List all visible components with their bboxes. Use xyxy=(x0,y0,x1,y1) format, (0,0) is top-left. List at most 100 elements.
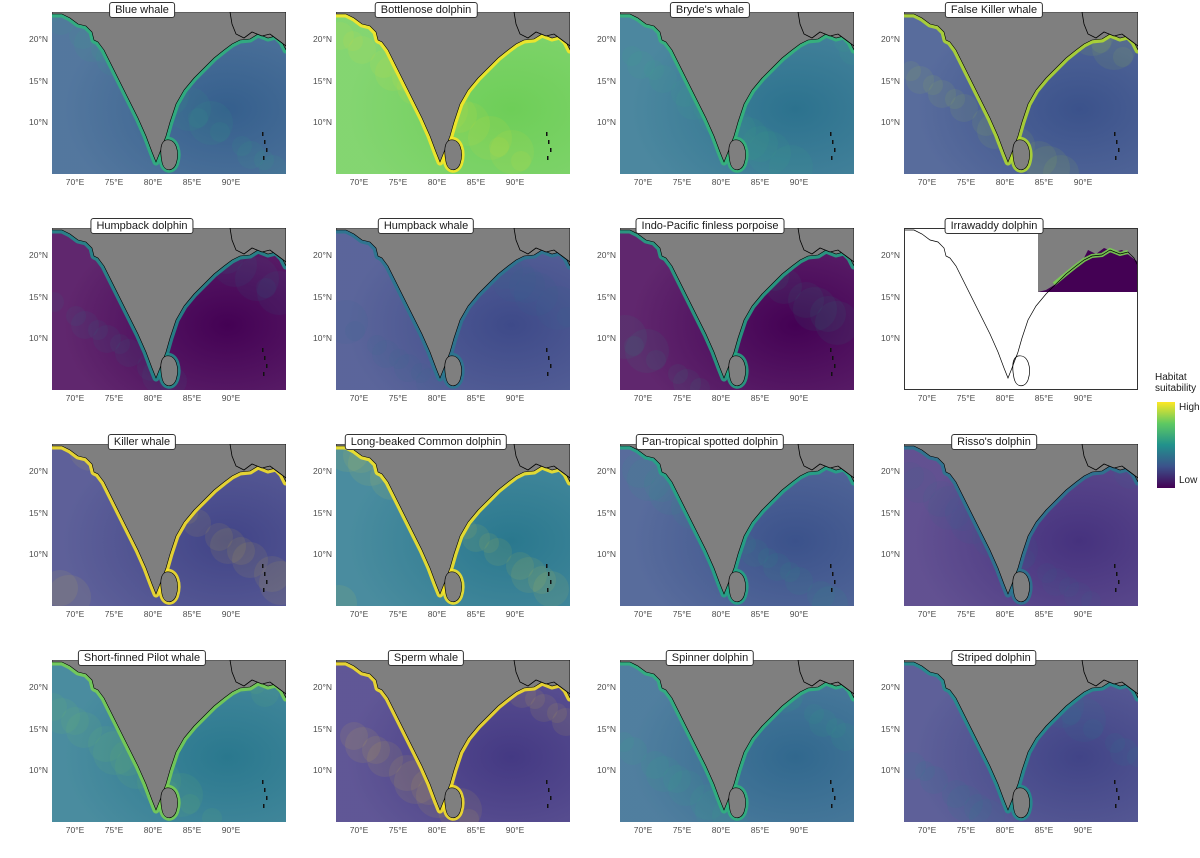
y-tick-label: 15°N xyxy=(29,724,48,734)
map-panel: Long-beaked Common dolphin 20°N 15°N 10°N 70… xyxy=(284,432,570,632)
x-tick-label: 80°E xyxy=(427,609,447,619)
y-tick-label: 15°N xyxy=(597,292,616,302)
x-tick-label: 80°E xyxy=(143,393,163,403)
habitat-map xyxy=(620,444,854,606)
map-panel: Striped dolphin 20°N 15°N 10°N 70°E 75°E 80°E 8… xyxy=(852,648,1138,848)
panel-title: Killer whale xyxy=(107,434,177,450)
y-tick-label: 20°N xyxy=(881,250,900,260)
x-tick-label: 70°E xyxy=(633,825,653,835)
y-tick-label: 15°N xyxy=(881,76,900,86)
map-panel: Short-finned Pilot whale 20°N 15°N 10°N 70°E… xyxy=(0,648,286,848)
x-tick-label: 85°E xyxy=(1034,393,1054,403)
x-tick-label: 85°E xyxy=(750,609,770,619)
y-tick-label: 10°N xyxy=(29,117,48,127)
y-tick-label: 10°N xyxy=(597,333,616,343)
x-tick-label: 90°E xyxy=(1073,393,1093,403)
x-tick-label: 70°E xyxy=(65,609,85,619)
x-tick-label: 90°E xyxy=(505,393,525,403)
x-tick-label: 85°E xyxy=(466,177,486,187)
x-tick-label: 80°E xyxy=(711,393,731,403)
x-tick-label: 75°E xyxy=(104,825,124,835)
habitat-map xyxy=(904,660,1138,822)
x-tick-label: 80°E xyxy=(711,177,731,187)
y-tick-label: 20°N xyxy=(313,682,332,692)
y-tick-label: 20°N xyxy=(881,466,900,476)
x-tick-label: 80°E xyxy=(427,393,447,403)
panel-title: Sperm whale xyxy=(387,650,465,666)
habitat-map xyxy=(336,228,570,390)
y-tick-label: 15°N xyxy=(313,76,332,86)
x-tick-label: 85°E xyxy=(750,393,770,403)
x-tick-label: 70°E xyxy=(65,393,85,403)
panel-title: Spinner dolphin xyxy=(665,650,755,666)
habitat-map xyxy=(904,444,1138,606)
y-tick-label: 10°N xyxy=(881,117,900,127)
y-tick-label: 10°N xyxy=(597,765,616,775)
y-tick-label: 15°N xyxy=(881,508,900,518)
x-tick-label: 80°E xyxy=(995,393,1015,403)
panel-title: Irrawaddy dolphin xyxy=(944,218,1044,234)
panel-title: Short-finned Pilot whale xyxy=(77,650,207,666)
habitat-map xyxy=(904,228,1138,390)
x-tick-label: 90°E xyxy=(789,609,809,619)
x-tick-label: 75°E xyxy=(672,609,692,619)
y-tick-label: 15°N xyxy=(29,76,48,86)
x-tick-label: 90°E xyxy=(505,177,525,187)
y-tick-label: 20°N xyxy=(881,34,900,44)
panel-title: Striped dolphin xyxy=(951,650,1037,666)
y-tick-label: 20°N xyxy=(597,250,616,260)
x-tick-label: 75°E xyxy=(956,825,976,835)
x-tick-label: 85°E xyxy=(750,177,770,187)
habitat-map xyxy=(620,228,854,390)
y-tick-label: 20°N xyxy=(313,34,332,44)
x-tick-label: 80°E xyxy=(427,825,447,835)
y-tick-label: 20°N xyxy=(29,250,48,260)
x-tick-label: 70°E xyxy=(633,609,653,619)
x-tick-label: 80°E xyxy=(711,609,731,619)
x-tick-label: 80°E xyxy=(143,825,163,835)
x-tick-label: 75°E xyxy=(388,177,408,187)
y-tick-label: 10°N xyxy=(313,765,332,775)
habitat-map xyxy=(52,12,286,174)
map-panel: Irrawaddy dolphin 20°N 15°N 10°N 70°E 75°E 80°… xyxy=(852,216,1138,416)
panel-title: Pan-tropical spotted dolphin xyxy=(635,434,785,450)
habitat-map xyxy=(52,660,286,822)
y-tick-label: 15°N xyxy=(597,724,616,734)
x-tick-label: 70°E xyxy=(65,177,85,187)
panel-title: False Killer whale xyxy=(944,2,1044,18)
x-tick-label: 75°E xyxy=(388,825,408,835)
panel-title: Humpback dolphin xyxy=(90,218,194,234)
x-tick-label: 70°E xyxy=(917,393,937,403)
y-tick-label: 10°N xyxy=(29,765,48,775)
y-tick-label: 10°N xyxy=(881,765,900,775)
x-tick-label: 85°E xyxy=(750,825,770,835)
legend-title-line1: Habitat xyxy=(1155,372,1187,383)
x-tick-label: 85°E xyxy=(466,393,486,403)
map-panel: Humpback whale 20°N 15°N 10°N 70°E 75°E 80°E 85… xyxy=(284,216,570,416)
y-tick-label: 15°N xyxy=(313,508,332,518)
x-tick-label: 85°E xyxy=(1034,609,1054,619)
x-tick-label: 75°E xyxy=(956,609,976,619)
map-panel: Pan-tropical spotted dolphin 20°N 15°N 10°N… xyxy=(568,432,854,632)
panel-title: Bryde's whale xyxy=(669,2,751,18)
y-tick-label: 15°N xyxy=(597,76,616,86)
y-tick-label: 15°N xyxy=(313,292,332,302)
x-tick-label: 90°E xyxy=(1073,177,1093,187)
map-panel: Killer whale 20°N 15°N 10°N 70°E 75°E 80°E 85°E… xyxy=(0,432,286,632)
legend-high-label: High xyxy=(1179,402,1200,413)
habitat-map xyxy=(336,444,570,606)
y-tick-label: 15°N xyxy=(881,724,900,734)
x-tick-label: 90°E xyxy=(789,825,809,835)
y-tick-label: 10°N xyxy=(313,117,332,127)
habitat-map xyxy=(336,660,570,822)
legend-colorbar xyxy=(1157,402,1175,488)
panel-title: Long-beaked Common dolphin xyxy=(344,434,508,450)
x-tick-label: 90°E xyxy=(505,609,525,619)
x-tick-label: 85°E xyxy=(182,609,202,619)
x-tick-label: 75°E xyxy=(672,393,692,403)
map-panel: Risso's dolphin 20°N 15°N 10°N 70°E 75°E 80°E 8… xyxy=(852,432,1138,632)
x-tick-label: 85°E xyxy=(182,393,202,403)
y-tick-label: 10°N xyxy=(881,549,900,559)
panel-title: Risso's dolphin xyxy=(951,434,1037,450)
x-tick-label: 70°E xyxy=(633,177,653,187)
